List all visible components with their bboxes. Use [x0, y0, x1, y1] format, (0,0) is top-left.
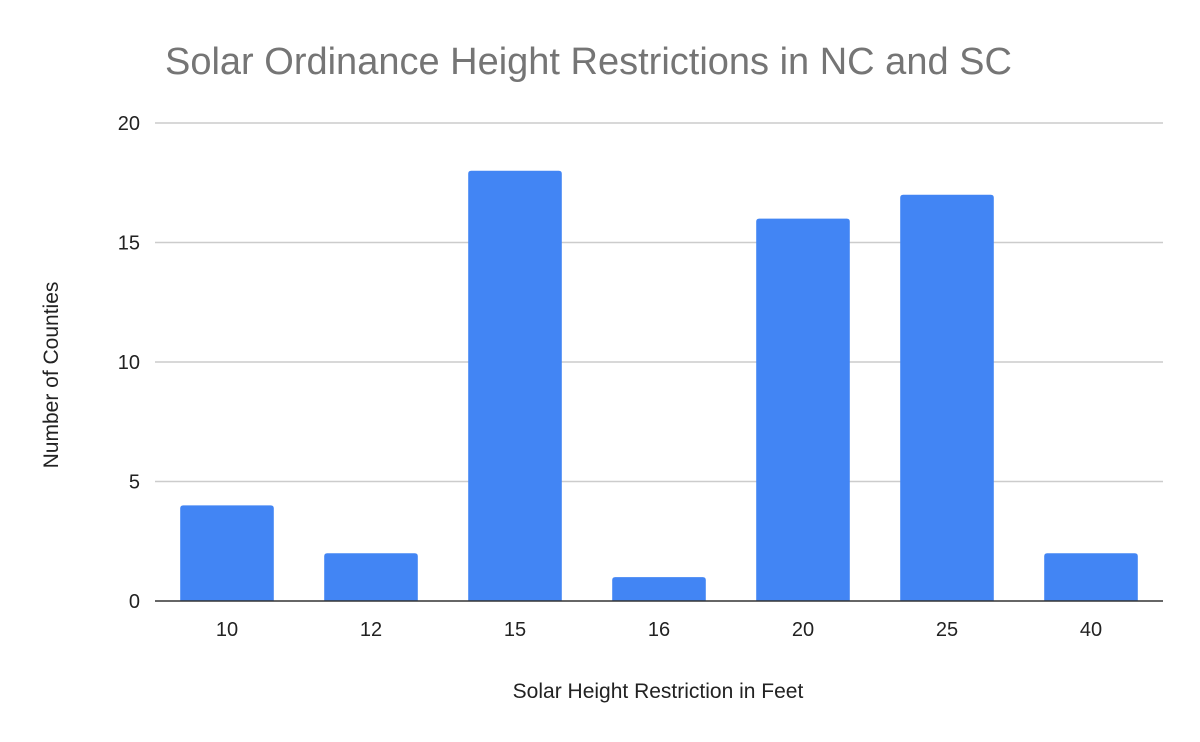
bar-10	[180, 505, 274, 601]
y-tick-label: 15	[118, 233, 140, 255]
bar-20	[756, 218, 850, 601]
y-axis-title: Number of Counties	[40, 282, 63, 469]
chart-title: Solar Ordinance Height Restrictions in N…	[165, 41, 1012, 83]
y-tick-label: 5	[129, 472, 140, 494]
y-tick-label: 10	[118, 352, 140, 374]
bar-40	[1044, 553, 1138, 601]
bar-16	[612, 577, 706, 601]
bar-12	[324, 553, 418, 601]
y-tick-label: 20	[118, 113, 140, 135]
x-tick-label: 15	[504, 619, 526, 641]
bar-15	[468, 170, 562, 602]
y-tick-label: 0	[129, 591, 140, 613]
bar-25	[900, 194, 994, 601]
x-axis-title: Solar Height Restriction in Feet	[513, 680, 804, 703]
y-axis-ticks: 0 5 10 15 20	[118, 113, 140, 613]
x-tick-label: 12	[360, 619, 382, 641]
x-axis-ticks: 10 12 15 16 20 25 40	[216, 619, 1102, 641]
x-tick-label: 16	[648, 619, 670, 641]
x-tick-label: 20	[792, 619, 814, 641]
x-tick-label: 10	[216, 619, 238, 641]
bars	[180, 170, 1138, 602]
gridlines	[155, 122, 1163, 483]
x-tick-label: 40	[1080, 619, 1102, 641]
x-tick-label: 25	[936, 619, 958, 641]
